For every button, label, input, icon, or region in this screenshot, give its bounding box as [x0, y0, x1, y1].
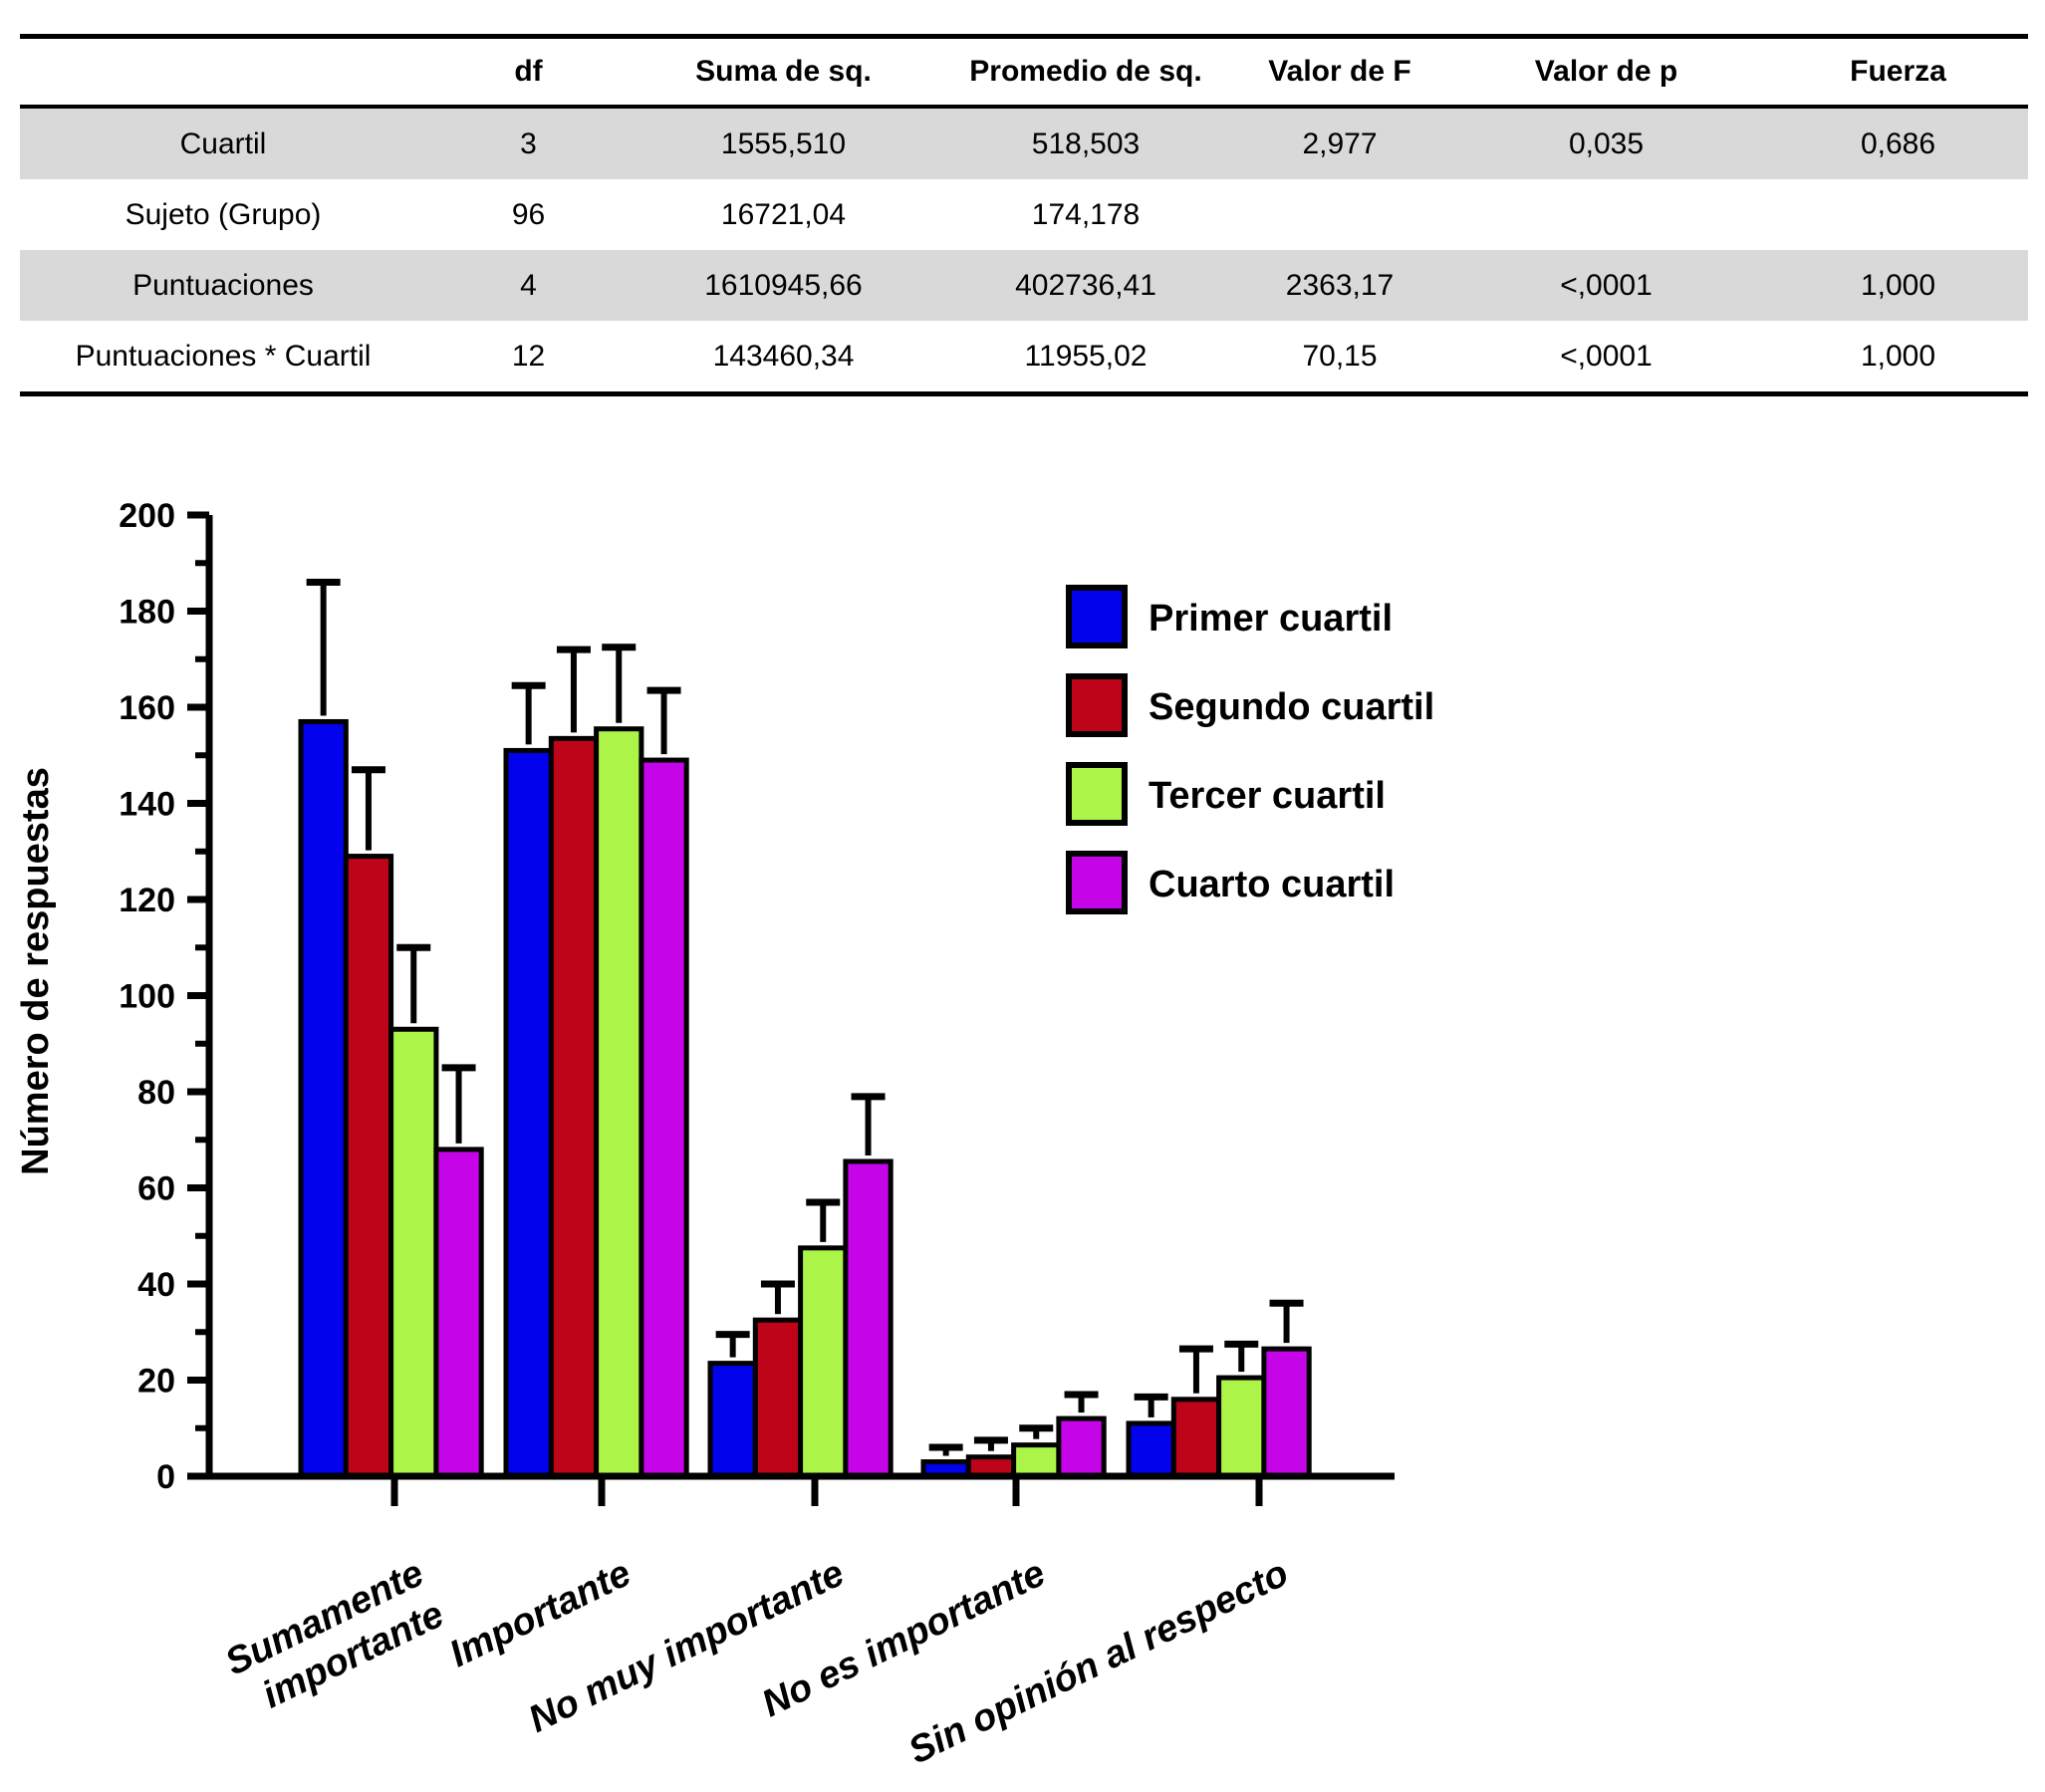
table-cell: <,0001 [1560, 268, 1653, 302]
table-header-row: df Suma de sq. Promedio de sq. Valor de F Va… [20, 37, 2028, 108]
table-cell: 0,686 [1860, 127, 1936, 160]
bar-series3-cat4 [1261, 1346, 1312, 1479]
bar-series0-cat2 [707, 1361, 758, 1479]
y-tick-label: 80 [137, 1074, 175, 1112]
table-cell: 1610945,66 [704, 268, 863, 302]
row-label: Cuartil [179, 127, 267, 160]
legend-label-2: Tercer cuartil [1149, 775, 1386, 817]
y-tick-label: 180 [119, 594, 175, 632]
table-cell: 12 [511, 339, 546, 373]
y-tick-label: 120 [119, 882, 175, 919]
table-cell: 1,000 [1860, 339, 1936, 373]
bar-series2-cat2 [798, 1245, 849, 1479]
legend-swatch-0 [1066, 585, 1128, 648]
table-cell: 402736,41 [1015, 268, 1156, 302]
bar-series2-cat4 [1216, 1375, 1267, 1479]
bar-series0-cat4 [1126, 1420, 1176, 1479]
table-cell [1444, 179, 1768, 250]
y-tick-label: 200 [119, 497, 175, 535]
table-cell: 96 [511, 197, 546, 231]
y-tick-label: 100 [119, 978, 175, 1016]
legend-swatch-2 [1066, 762, 1128, 826]
table-cell: 1,000 [1860, 268, 1936, 302]
y-axis-title: Número de respuestas [15, 767, 57, 1175]
table-cell: 0,035 [1568, 127, 1645, 160]
table-cell: 16721,04 [720, 197, 847, 231]
row-label: Sujeto (Grupo) [125, 197, 322, 231]
bar-series3-cat3 [1056, 1415, 1107, 1479]
table-row: Puntuaciones 4 1610945,66 402736,41 2363,17 <… [20, 250, 2028, 321]
y-tick-label: 160 [119, 689, 175, 727]
table-cell: 1555,510 [720, 127, 847, 160]
bar-series2-cat0 [388, 1026, 439, 1479]
table-cell: 174,178 [1031, 197, 1141, 231]
table-cell: 4 [520, 268, 537, 302]
table-cell: 518,503 [1031, 127, 1141, 160]
anova-table-head: df Suma de sq. Promedio de sq. Valor de F Va… [20, 37, 2028, 108]
bar-chart: 0 20 40 60 80 100 120 140 160 180 200 Número de res… [15, 497, 1434, 1772]
column-header: df [514, 55, 543, 88]
bar-series0-cat1 [503, 747, 554, 1479]
bar-series1-cat2 [752, 1317, 804, 1479]
column-header: Valor de F [1268, 55, 1411, 88]
table-cell [1235, 179, 1444, 250]
legend-label-1: Segundo cuartil [1149, 686, 1434, 728]
table-cell: 143460,34 [712, 339, 855, 373]
anova-table-body: Cuartil 3 1555,510 518,503 2,977 0,035 0,686 Su… [20, 107, 2028, 394]
bar-series1-cat0 [343, 854, 394, 1479]
y-tick-label: 40 [137, 1266, 175, 1304]
bar-series1-cat1 [548, 735, 600, 1479]
table-cell: 3 [520, 127, 537, 160]
bar-series2-cat3 [1011, 1442, 1062, 1479]
table-cell: 2,977 [1302, 127, 1378, 160]
bar-series0-cat0 [298, 718, 349, 1479]
table-row: Puntuaciones * Cuartil 12 143460,34 11955,0… [20, 321, 2028, 394]
x-category-label: Sin opinión al respecto [902, 1552, 1295, 1772]
table-row: Cuartil 3 1555,510 518,503 2,977 0,035 0,686 [20, 107, 2028, 179]
table-cell: 2363,17 [1285, 268, 1395, 302]
table-row: Sujeto (Grupo) 96 16721,04 174,178 [20, 179, 2028, 250]
table-cell: <,0001 [1560, 339, 1653, 373]
y-tick-label: 140 [119, 786, 175, 824]
bar-series3-cat0 [433, 1147, 484, 1479]
y-tick-label: 60 [137, 1170, 175, 1208]
legend-swatch-3 [1066, 851, 1128, 914]
row-label: Puntuaciones [132, 268, 314, 302]
x-category-label: Importante [443, 1552, 638, 1675]
legend-label-3: Cuarto cuartil [1149, 864, 1395, 905]
anova-table: df Suma de sq. Promedio de sq. Valor de F Va… [20, 34, 2028, 396]
column-header: Promedio de sq. [969, 55, 1202, 88]
column-header [20, 37, 426, 108]
y-tick-label: 0 [156, 1458, 175, 1496]
table-cell: 11955,02 [1024, 339, 1148, 373]
column-header: Suma de sq. [695, 55, 872, 88]
column-header: Valor de p [1534, 55, 1678, 88]
legend-swatch-1 [1066, 673, 1128, 737]
column-header: Fuerza [1850, 55, 1946, 88]
x-category-label: Sumamenteimportante [219, 1552, 450, 1725]
table-cell [1768, 179, 2028, 250]
bar-series2-cat1 [594, 726, 644, 1479]
y-tick-label: 20 [137, 1363, 175, 1401]
table-cell: 70,15 [1302, 339, 1378, 373]
legend-label-0: Primer cuartil [1149, 598, 1393, 640]
bar-series3-cat1 [639, 757, 689, 1479]
bar-series3-cat2 [843, 1158, 894, 1479]
row-label: Puntuaciones * Cuartil [75, 339, 372, 373]
bar-series1-cat4 [1170, 1397, 1222, 1479]
